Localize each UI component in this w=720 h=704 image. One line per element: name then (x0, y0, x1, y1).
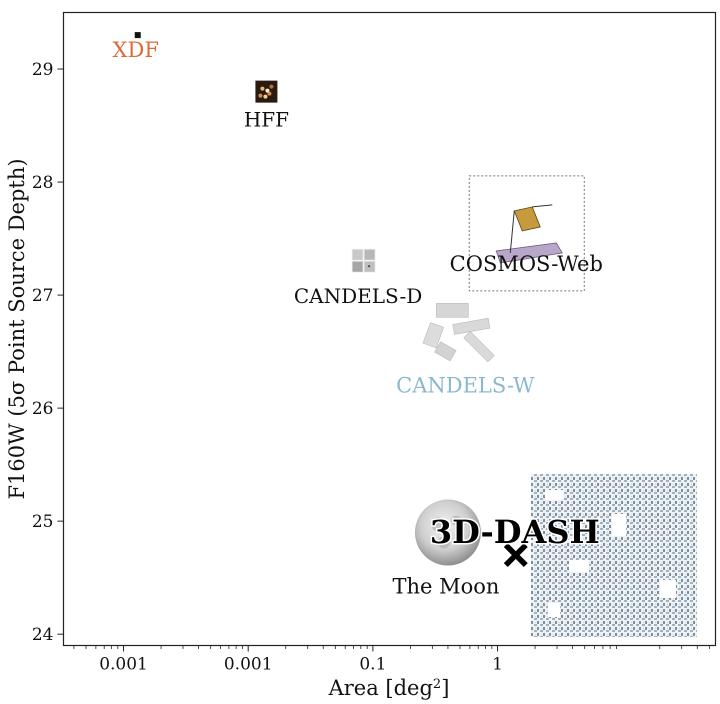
moon-mare (450, 515, 461, 526)
candels-d-tile (351, 248, 364, 261)
point-label-hff: HFF (244, 108, 289, 132)
point-label-candels-w: CANDELS-W (396, 373, 535, 397)
cosmos-web-box (468, 175, 585, 292)
candels-d-tile (363, 248, 376, 261)
candels-d-tile (351, 260, 364, 273)
x-tick-label: 0.1 (359, 655, 386, 675)
hff-galaxy-dot (267, 91, 272, 96)
candels-w-strip (434, 341, 457, 362)
point-labels: XDF HFF CANDELS-D CANDELS-W COSMOS-Web The Mo… (113, 38, 603, 598)
x-tick-label: 0.001 (99, 655, 148, 675)
marker-hff (255, 80, 278, 103)
y-tick-label: 29 (32, 60, 54, 80)
dash-mosaic-gap (548, 603, 560, 617)
point-label-candels-d: CANDELS-D (294, 284, 422, 308)
hff-galaxy-dot (269, 84, 274, 89)
moon-mare (430, 517, 445, 532)
marker-candels-d (351, 248, 376, 273)
moon-mare (437, 536, 450, 549)
marker-3d-dash (503, 474, 697, 637)
point-label-the-moon: The Moon (392, 574, 499, 598)
jwst-strut (532, 204, 553, 208)
moon-mare (429, 535, 436, 542)
markers (134, 32, 697, 637)
y-tick-label: 27 (32, 286, 54, 306)
jwst-mirror (513, 206, 541, 232)
candels-w-strip (452, 317, 491, 335)
point-label-3d-dash: 3D-DASH (430, 513, 600, 551)
candels-d-speck (367, 264, 371, 268)
point-label-xdf: XDF (113, 38, 159, 62)
jwst-strut (509, 210, 515, 253)
dash-mosaic-gap (660, 580, 676, 598)
x-tick-label: 1 (492, 655, 503, 675)
hff-galaxy-dot (263, 94, 268, 99)
y-tick-label: 24 (32, 625, 54, 645)
marker-xdf (134, 32, 141, 39)
jwst-sunshield (495, 242, 563, 264)
y-tick-label: 26 (32, 399, 54, 419)
hff-galaxy-dot (260, 86, 265, 91)
y-tick-label: 25 (32, 512, 54, 532)
y-tick-label: 28 (32, 173, 54, 193)
candels-w-strip (436, 303, 469, 318)
marker-candels-w (422, 303, 495, 363)
x-axis-ticks: 0.001 0.001 0.1 1 (73, 645, 710, 675)
candels-w-strip (463, 331, 495, 363)
moon-mare (455, 534, 464, 543)
dash-x-stroke (503, 543, 528, 568)
x-axis-label: Area [deg2] (328, 676, 450, 700)
dash-mosaic-gap (569, 560, 589, 572)
candels-w-strip (422, 322, 445, 349)
marker-the-moon (414, 499, 481, 566)
dash-mosaic-gap (545, 490, 563, 500)
hff-galaxy-dot (265, 88, 270, 93)
moon-disc (414, 499, 481, 566)
dash-mosaic-gap (612, 514, 626, 536)
hff-galaxy-dot (258, 93, 263, 98)
y-axis-ticks: 24 25 26 27 28 29 (32, 60, 64, 645)
point-label-cosmos-web: COSMOS-Web (450, 252, 603, 276)
y-axis-label: F160W (5σ Point Source Depth) (5, 158, 29, 499)
marker-cosmos-web (468, 175, 585, 292)
plot-frame (62, 11, 717, 647)
x-tick-label: 0.001 (224, 655, 273, 675)
